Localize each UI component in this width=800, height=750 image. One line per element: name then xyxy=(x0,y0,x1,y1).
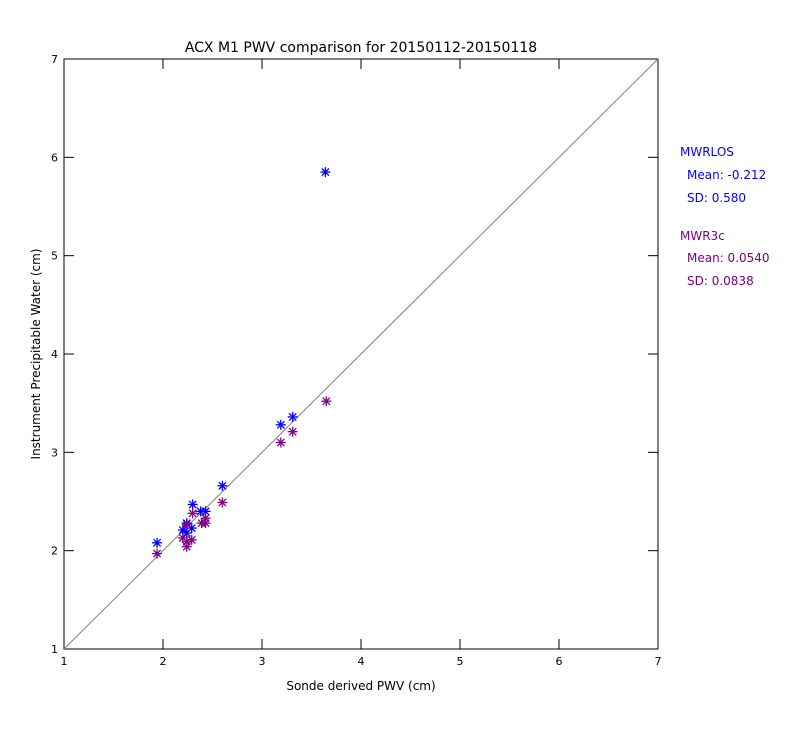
point-mwr3c xyxy=(152,548,163,559)
x-tick-label: 3 xyxy=(259,655,266,668)
x-tick-label: 1 xyxy=(61,655,68,668)
point-mwrlos xyxy=(200,506,211,517)
legend-mwr3c-sd: SD: 0.0838 xyxy=(687,274,754,288)
x-tick-label: 4 xyxy=(358,655,365,668)
point-mwrlos xyxy=(187,499,198,510)
point-mwrlos xyxy=(217,480,228,491)
legend-mwrlos-mean: Mean: -0.212 xyxy=(687,168,767,182)
point-mwr3c xyxy=(181,536,192,547)
y-tick-label: 7 xyxy=(51,53,58,66)
legend-mwrlos-name: MWRLOS xyxy=(680,145,734,159)
x-tick-label: 5 xyxy=(457,655,464,668)
point-mwrlos xyxy=(275,419,286,430)
legend-mwr3c-mean: Mean: 0.0540 xyxy=(687,251,770,265)
y-tick-label: 4 xyxy=(51,348,58,361)
y-tick-label: 6 xyxy=(51,151,58,164)
x-tick-label: 7 xyxy=(655,655,662,668)
point-mwr3c xyxy=(181,519,192,530)
x-tick-label: 6 xyxy=(556,655,563,668)
y-axis-label: Instrument Precipitable Water (cm) xyxy=(29,249,43,460)
legend-mwrlos-sd: SD: 0.580 xyxy=(687,191,747,205)
point-mwrlos xyxy=(287,411,298,422)
chart-title: ACX M1 PWV comparison for 20150112-20150… xyxy=(185,40,537,56)
point-mwr3c xyxy=(275,437,286,448)
point-mwrlos xyxy=(320,167,331,178)
y-tick-label: 5 xyxy=(51,250,58,263)
x-axis-label: Sonde derived PWV (cm) xyxy=(286,679,435,693)
point-mwr3c xyxy=(287,426,298,437)
y-tick-label: 3 xyxy=(51,446,58,459)
y-tick-label: 1 xyxy=(51,643,58,656)
legend-mwr3c-name: MWR3c xyxy=(680,229,725,243)
point-mwrlos xyxy=(152,537,163,548)
x-tick-label: 2 xyxy=(160,655,167,668)
y-tick-label: 2 xyxy=(51,545,58,558)
point-mwr3c xyxy=(200,518,211,529)
point-mwr3c xyxy=(321,396,332,407)
point-mwr3c xyxy=(187,508,198,519)
point-mwr3c xyxy=(217,497,228,508)
one-to-one-line xyxy=(63,58,659,650)
